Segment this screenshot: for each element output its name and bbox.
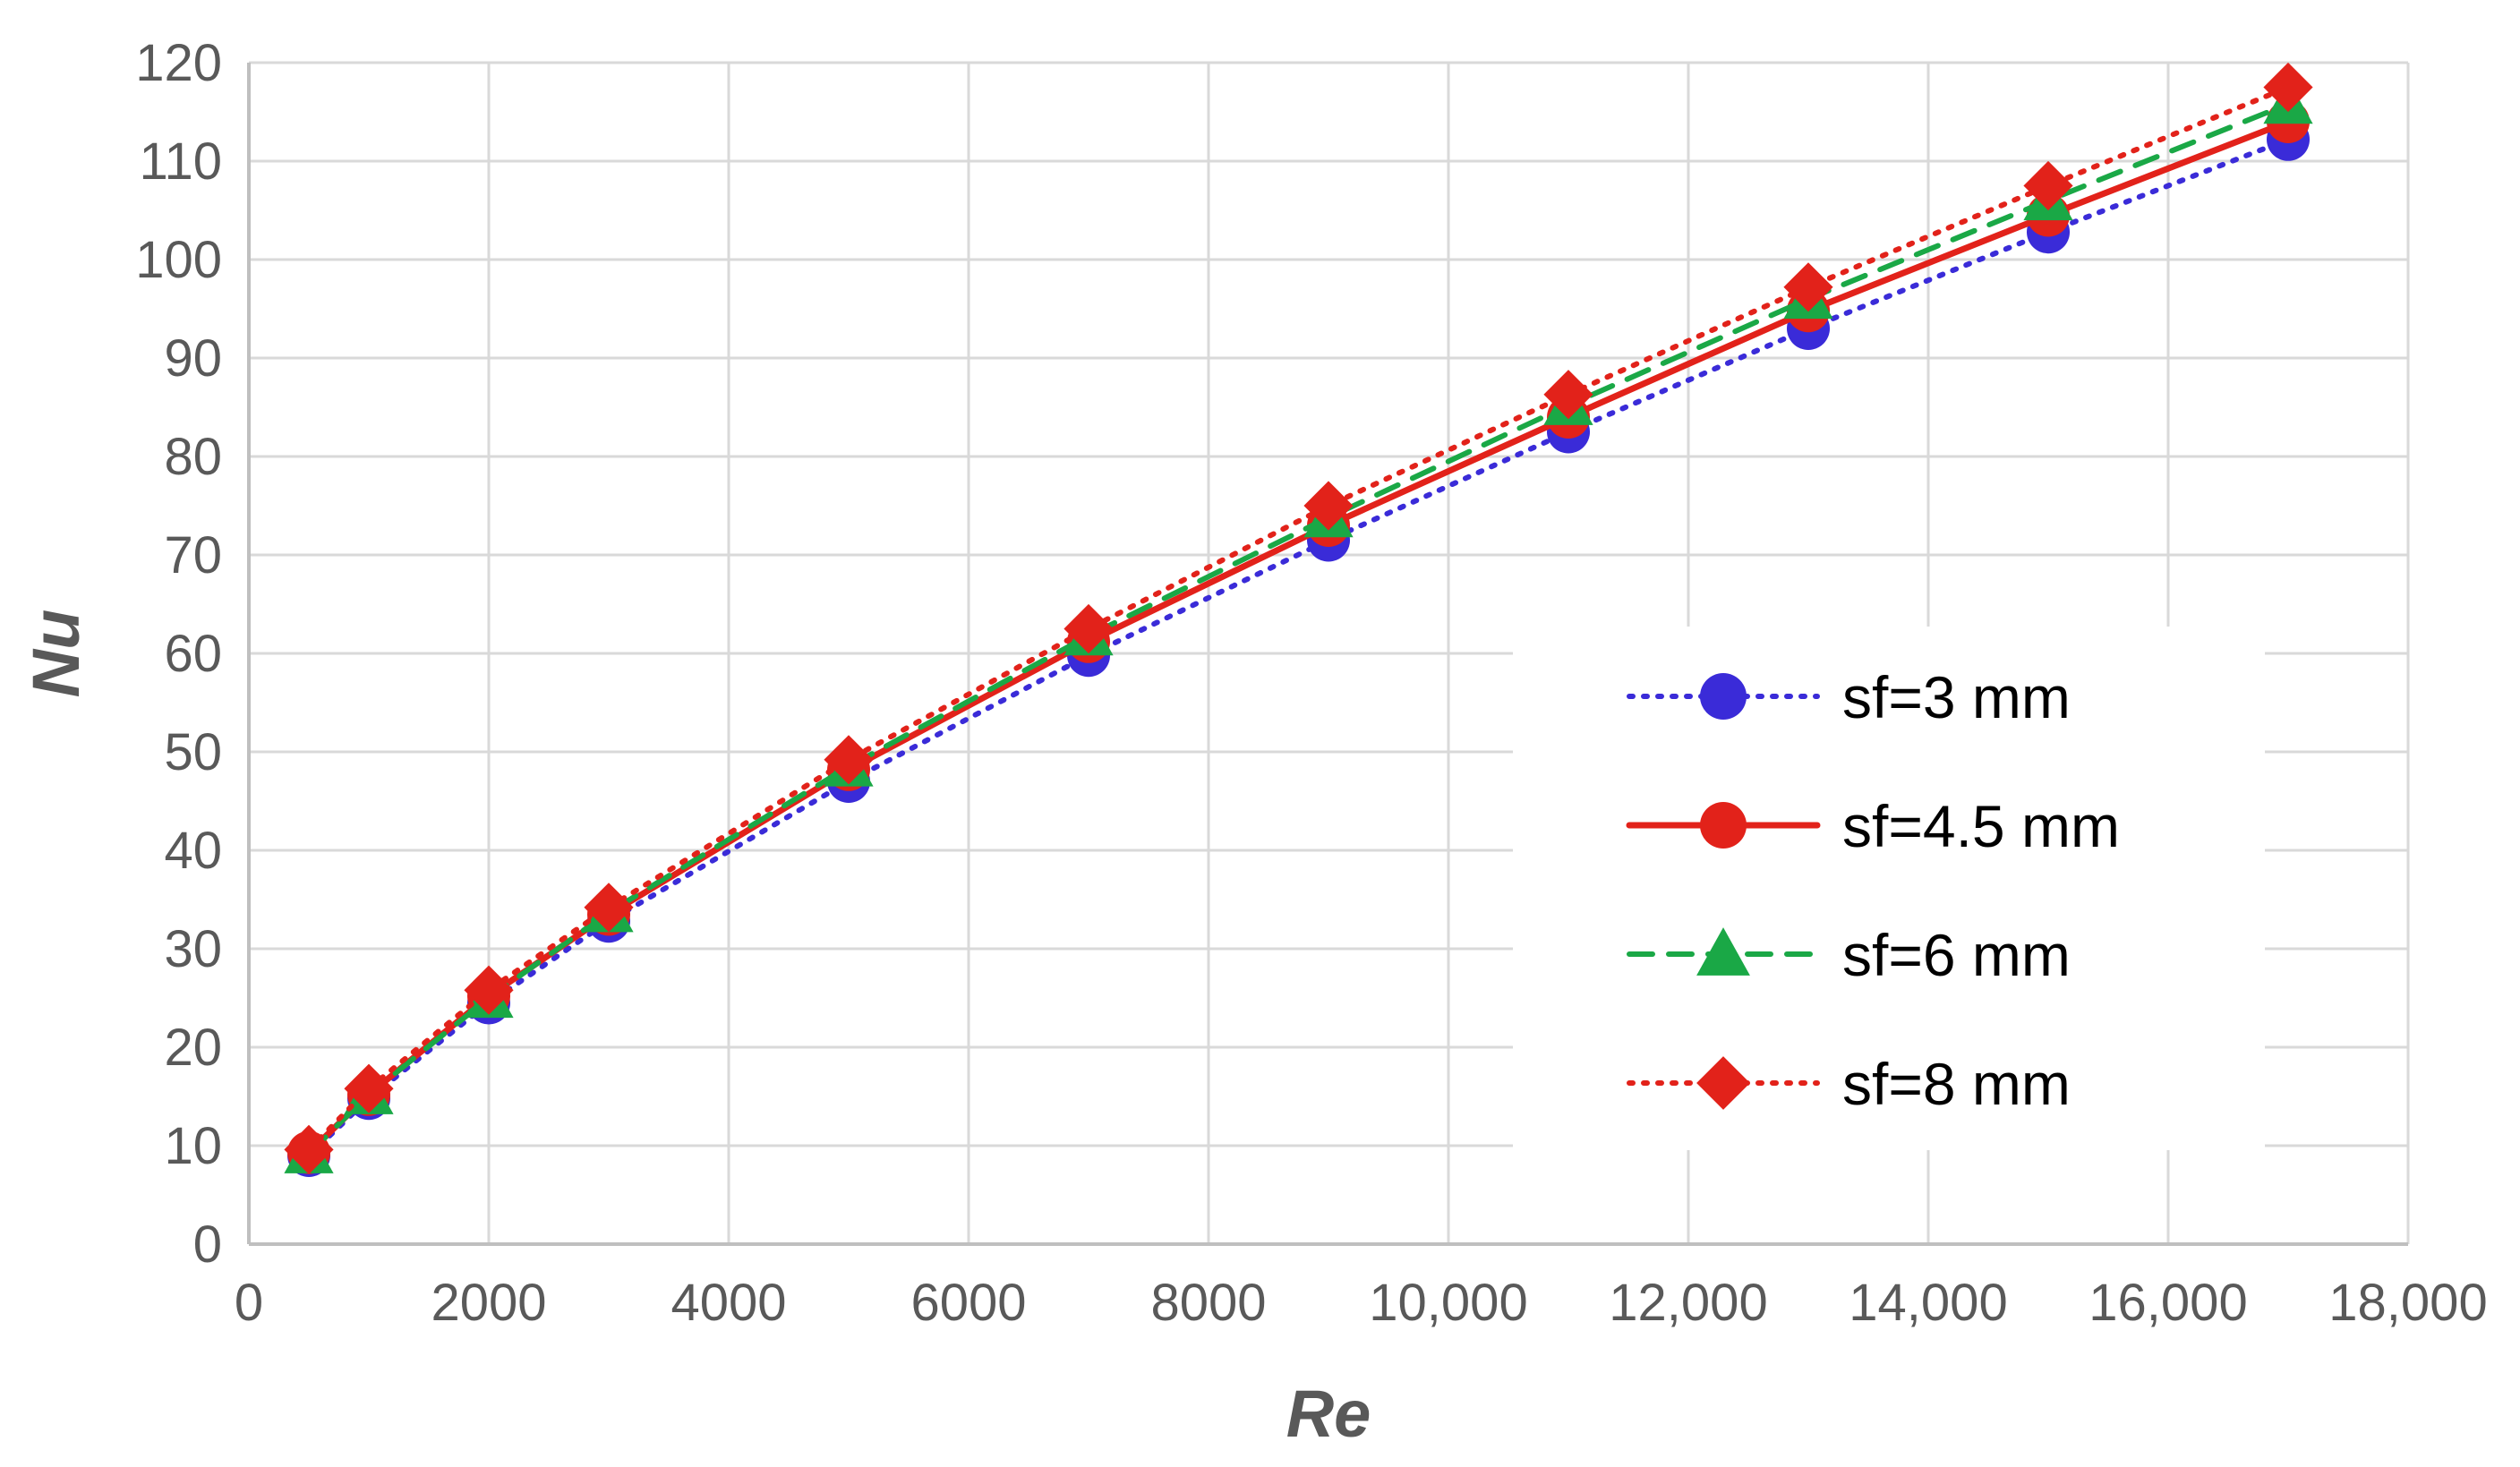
legend: sf=3 mm sf=4.5 mm sf=6 mm sf=8 mm [1513,627,2265,1150]
y-axis-title: Nu [19,610,93,698]
x-tick-label: 12,000 [1609,1274,1767,1332]
y-tick-label: 100 [135,231,222,289]
legend-entry: sf=8 mm [1627,1051,2071,1117]
y-tick-label: 70 [164,526,222,584]
x-tick-label: 6000 [910,1274,1026,1332]
data-point [2023,160,2073,211]
y-tick-label: 20 [164,1019,222,1077]
axes [247,63,2408,1246]
data-point [824,735,874,785]
data-point [2263,62,2313,113]
x-tick-label: 8000 [1150,1274,1266,1332]
x-tick-label: 4000 [671,1274,786,1332]
series-line [306,84,2291,1153]
y-tick-label: 0 [193,1215,222,1274]
legend-marker [1696,1056,1750,1110]
data-point [344,1063,394,1113]
data-point [464,965,514,1015]
legend-label: sf=4.5 mm [1842,793,2120,859]
series-line [306,101,2291,1156]
data-point [584,883,634,933]
x-tick-label: 14,000 [1849,1274,2007,1332]
legend-marker [1700,802,1747,849]
legend-label: sf=6 mm [1842,922,2071,988]
y-tick-label: 40 [164,822,222,880]
legend-label: sf=3 mm [1842,664,2071,730]
x-tick-label: 18,000 [2328,1274,2487,1332]
x-tick-label: 10,000 [1369,1274,1527,1332]
x-axis-title: Re [1286,1377,1371,1451]
x-tick-label: 16,000 [2089,1274,2247,1332]
data-point [1783,262,1833,312]
x-tick-label: 2000 [431,1274,546,1332]
legend-box [1513,627,2265,1150]
legend-marker [1700,673,1747,720]
y-tick-label: 110 [140,132,222,191]
data-point [1064,603,1114,654]
y-tick-label: 50 [164,723,222,781]
legend-entry: sf=6 mm [1627,922,2071,988]
legend-entry: sf=4.5 mm [1626,793,2120,859]
y-tick-label: 90 [164,329,222,388]
series-4 [284,62,2313,1174]
y-tick-label: 60 [164,625,222,683]
x-tick-label: 0 [235,1274,263,1332]
y-tick-label: 10 [164,1117,222,1175]
series-lines [284,62,2313,1177]
y-tick-label: 80 [164,428,222,486]
data-point [1543,370,1593,420]
y-tick-label: 30 [164,920,222,978]
data-point [284,1124,334,1174]
legend-marker [1696,927,1750,976]
data-point [1303,481,1354,531]
legend-label: sf=8 mm [1842,1051,2071,1117]
tick-labels: 0 10 20 30 40 50 60 70 80 90 100 110 120 0 2000 4000 600… [135,34,2487,1332]
legend-entry: sf=3 mm [1627,664,2071,730]
y-tick-label: 120 [135,34,222,92]
